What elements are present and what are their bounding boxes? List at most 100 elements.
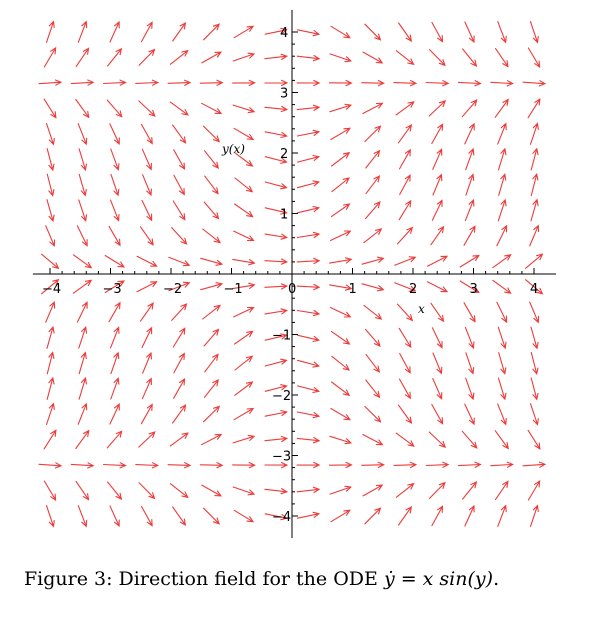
field-arrow	[139, 226, 154, 246]
field-arrow	[459, 280, 480, 294]
field-arrow	[395, 50, 415, 66]
field-arrow	[527, 480, 541, 501]
field-arrow	[204, 175, 219, 195]
field-arrow	[428, 49, 446, 67]
field-arrow	[296, 79, 321, 87]
field-arrow	[426, 255, 449, 267]
field-arrow	[398, 148, 411, 170]
x-tick-label: 0	[288, 282, 296, 297]
field-arrow	[329, 306, 352, 318]
field-arrow	[397, 123, 413, 144]
field-arrow	[172, 21, 187, 42]
field-arrow	[393, 461, 418, 469]
field-arrow	[399, 174, 411, 196]
field-arrow	[363, 228, 383, 244]
field-arrow	[201, 433, 223, 446]
y-tick-label: −2	[272, 389, 291, 404]
y-axis-label: y(x)	[221, 142, 245, 156]
field-arrow	[462, 481, 478, 500]
field-arrow	[141, 148, 152, 171]
field-arrow	[75, 429, 90, 450]
field-arrow	[431, 21, 444, 43]
field-arrow	[234, 177, 254, 193]
field-arrow	[330, 509, 351, 523]
field-arrow	[169, 49, 189, 65]
field-arrow	[362, 433, 384, 446]
field-arrow	[201, 484, 222, 497]
field-arrow	[171, 303, 188, 321]
field-arrow	[494, 480, 509, 501]
field-arrow	[331, 151, 351, 167]
field-arrow	[109, 20, 120, 43]
field-arrow	[393, 79, 418, 87]
x-tick-label: 2	[409, 282, 417, 297]
field-arrow	[78, 148, 87, 172]
y-tick-label: −4	[272, 510, 291, 525]
field-arrow	[233, 509, 255, 523]
field-arrow	[199, 79, 224, 86]
field-arrow	[106, 430, 123, 449]
field-arrow	[398, 378, 411, 400]
field-arrow	[394, 282, 417, 292]
field-arrow	[46, 199, 55, 223]
field-arrow	[264, 207, 288, 215]
field-arrow	[365, 175, 381, 195]
field-arrow	[142, 174, 152, 197]
field-arrow	[395, 101, 415, 116]
field-arrow	[463, 225, 476, 246]
field-arrow	[329, 53, 353, 63]
field-arrow	[330, 127, 352, 141]
field-arrow	[462, 48, 478, 67]
field-arrow	[41, 278, 60, 295]
field-arrow	[365, 149, 381, 169]
field-arrow	[264, 131, 288, 139]
field-arrow	[169, 483, 189, 499]
field-arrow	[77, 505, 88, 528]
field-arrow	[200, 257, 224, 266]
field-arrow	[361, 461, 385, 469]
field-arrow	[492, 279, 512, 294]
field-arrow	[330, 407, 352, 421]
field-arrow	[461, 430, 478, 449]
field-arrow	[141, 326, 153, 349]
field-arrow	[394, 256, 417, 266]
field-arrow	[465, 352, 475, 375]
field-arrow	[497, 326, 507, 350]
field-arrow	[43, 480, 57, 502]
field-arrow	[428, 431, 447, 448]
field-arrow	[43, 429, 57, 450]
field-arrow	[167, 79, 192, 86]
field-arrow	[296, 54, 321, 62]
field-arrow	[361, 283, 385, 292]
field-arrow	[70, 79, 95, 86]
field-arrow	[232, 282, 256, 290]
field-arrow	[109, 505, 120, 528]
field-arrow	[498, 173, 507, 196]
field-arrow	[264, 384, 288, 392]
field-arrow	[464, 21, 475, 44]
field-arrow	[264, 308, 288, 315]
field-arrow	[78, 199, 88, 223]
field-arrow	[169, 101, 189, 116]
field-arrow	[330, 203, 351, 218]
field-arrow	[432, 378, 443, 400]
field-arrow	[398, 22, 413, 43]
field-arrow	[140, 505, 153, 527]
field-arrow	[296, 461, 321, 469]
field-arrow	[296, 437, 321, 444]
field-arrow	[109, 199, 120, 222]
field-arrow	[494, 47, 509, 68]
field-arrow	[46, 148, 55, 172]
field-arrow	[496, 224, 508, 247]
field-arrow	[264, 156, 288, 164]
field-arrow	[201, 102, 223, 115]
field-arrow	[398, 505, 413, 526]
field-arrow	[490, 80, 514, 87]
field-arrow	[173, 378, 186, 399]
field-arrow	[138, 482, 156, 500]
field-arrow	[361, 79, 385, 87]
field-arrow	[296, 486, 321, 494]
field-arrow	[530, 377, 539, 401]
field-arrow	[296, 129, 321, 137]
x-axis-label: x	[418, 302, 425, 316]
